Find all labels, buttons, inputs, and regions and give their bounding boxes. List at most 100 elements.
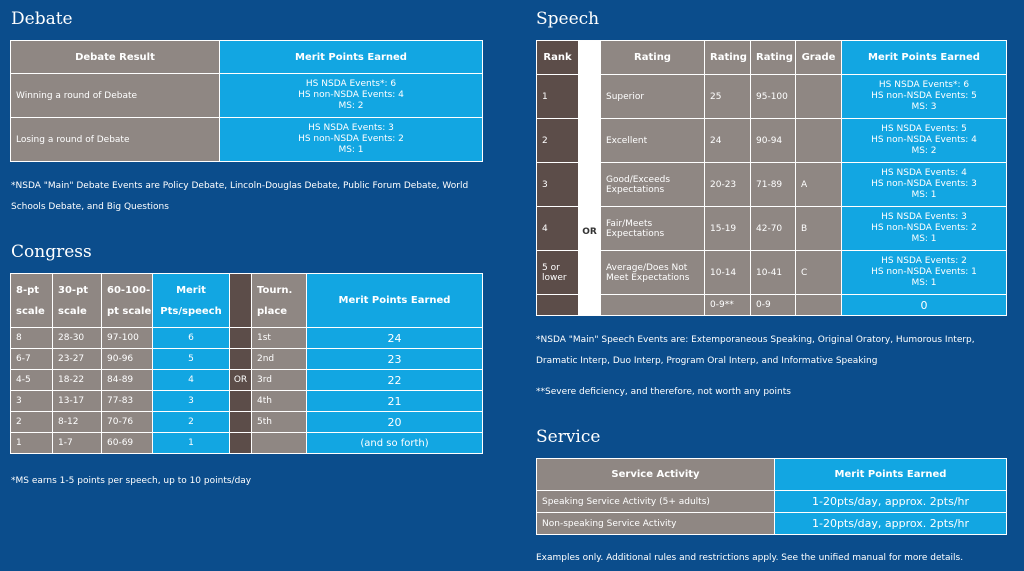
congress-cell: 1 [10, 432, 53, 454]
congress-cell: 84-89 [101, 369, 153, 391]
speech-cell: 0-9 [750, 294, 796, 316]
table-row: Winning a round of Debate HS NSDA Events… [10, 73, 483, 118]
congress-points-cell: (and so forth) [306, 432, 483, 454]
congress-cell: 3rd [251, 369, 307, 391]
speech-title: Speech [536, 9, 600, 29]
speech-note-deficiency: **Severe deficiency, and therefore, not … [536, 387, 791, 397]
congress-points-cell: 21 [306, 390, 483, 412]
speech-grade-cell: C [795, 250, 842, 295]
debate-result-cell: Losing a round of Debate [10, 117, 220, 162]
congress-cell: 4 [152, 369, 230, 391]
speech-points-cell: HS NSDA Events: 2 HS non-NSDA Events: 1 MS… [841, 250, 1007, 295]
debate-title: Debate [11, 9, 73, 29]
speech-rank-cell: 1 [536, 74, 579, 119]
speech-grade-cell [795, 118, 842, 163]
service-table: Service Activity Merit Points Earned Spe… [536, 458, 1007, 535]
speech-rating-cell: Good/Exceeds Expectations [600, 162, 705, 207]
congress-cell: 4-5 [10, 369, 53, 391]
congress-header-points: Merit Points Earned [306, 273, 483, 328]
table-row: Speaking Service Activity (5+ adults) 1-… [536, 490, 1007, 513]
service-header-activity: Service Activity [536, 458, 775, 491]
speech-header-rating-100: Rating [750, 40, 796, 75]
table-row: 4 Fair/Meets Expectations 15-19 42-70 B … [536, 206, 1007, 251]
congress-cell: 6 [152, 327, 230, 349]
congress-cell: 97-100 [101, 327, 153, 349]
speech-cell: 24 [704, 118, 751, 163]
congress-cell: 6-7 [10, 348, 53, 370]
debate-note: *NSDA "Main" Debate Events are Policy De… [11, 181, 469, 212]
speech-cell: 10-41 [750, 250, 796, 295]
congress-cell: 8-12 [52, 411, 102, 433]
table-row: Non-speaking Service Activity 1-20pts/da… [536, 512, 1007, 535]
congress-or-column-header [229, 273, 252, 328]
congress-cell: 8 [10, 327, 53, 349]
table-row: Losing a round of Debate HS NSDA Events:… [10, 117, 483, 162]
speech-rank-cell [536, 294, 579, 316]
congress-cell: 60-69 [101, 432, 153, 454]
table-row: 5 or lower Average/Does Not Meet Expecta… [536, 250, 1007, 295]
debate-header-points: Merit Points Earned [219, 40, 483, 74]
congress-points-cell: 24 [306, 327, 483, 349]
congress-or-cell [229, 432, 252, 454]
table-row: 0-9** 0-9 0 [536, 294, 1007, 316]
speech-cell: 71-89 [750, 162, 796, 207]
congress-cell: 2 [152, 411, 230, 433]
debate-table: Debate Result Merit Points Earned Winnin… [10, 40, 483, 162]
table-row: 2 8-12 70-76 2 5th 20 [10, 411, 483, 433]
congress-points-cell: 22 [306, 369, 483, 391]
congress-cell: 1st [251, 327, 307, 349]
speech-grade-cell [795, 294, 842, 316]
speech-rating-cell [600, 294, 705, 316]
speech-cell: 0-9** [704, 294, 751, 316]
congress-cell: 2nd [251, 348, 307, 370]
speech-header-rank: Rank [536, 40, 579, 75]
debate-result-cell: Winning a round of Debate [10, 73, 220, 118]
speech-grade-cell: B [795, 206, 842, 251]
congress-cell: 5th [251, 411, 307, 433]
congress-points-cell: 23 [306, 348, 483, 370]
congress-header-merit-per-speech: Merit Pts/speech [152, 273, 230, 328]
speech-points-cell: HS NSDA Events: 4 HS non-NSDA Events: 3 MS… [841, 162, 1007, 207]
congress-cell: 28-30 [52, 327, 102, 349]
speech-header-points: Merit Points Earned [841, 40, 1007, 75]
congress-or-cell [229, 411, 252, 433]
service-points-cell: 1-20pts/day, approx. 2pts/hr [774, 512, 1007, 535]
speech-rating-cell: Average/Does Not Meet Expectations [600, 250, 705, 295]
congress-or-cell [229, 327, 252, 349]
service-header-points: Merit Points Earned [774, 458, 1007, 491]
speech-points-cell: 0 [841, 294, 1007, 316]
speech-cell: 95-100 [750, 74, 796, 119]
congress-cell: 1-7 [52, 432, 102, 454]
debate-points-cell: HS NSDA Events*: 6 HS non-NSDA Events: 4… [219, 73, 483, 118]
speech-or-column: OR [578, 40, 601, 316]
congress-points-cell: 20 [306, 411, 483, 433]
speech-cell: 42-70 [750, 206, 796, 251]
congress-cell: 5 [152, 348, 230, 370]
speech-cell: 25 [704, 74, 751, 119]
speech-rating-cell: Excellent [600, 118, 705, 163]
table-row: 3 Good/Exceeds Expectations 20-23 71-89 … [536, 162, 1007, 207]
speech-header-grade: Grade [795, 40, 842, 75]
service-title: Service [536, 427, 601, 447]
speech-cell: 20-23 [704, 162, 751, 207]
table-row: 1 1-7 60-69 1 (and so forth) [10, 432, 483, 454]
congress-cell: 23-27 [52, 348, 102, 370]
congress-table: 8-pt scale 30-pt scale 60-100- pt scale Mer… [10, 273, 483, 454]
speech-cell: 10-14 [704, 250, 751, 295]
congress-header-8pt: 8-pt scale [10, 273, 53, 328]
speech-grade-cell: A [795, 162, 842, 207]
congress-cell: 4th [251, 390, 307, 412]
congress-cell [251, 432, 307, 454]
speech-note-main-events: *NSDA "Main" Speech Events are: Extempor… [536, 335, 975, 366]
congress-or-cell [229, 348, 252, 370]
speech-grade-cell [795, 74, 842, 119]
congress-cell: 90-96 [101, 348, 153, 370]
congress-cell: 70-76 [101, 411, 153, 433]
debate-points-cell: HS NSDA Events: 3 HS non-NSDA Events: 2 … [219, 117, 483, 162]
congress-note: *MS earns 1-5 points per speech, up to 1… [11, 476, 252, 486]
congress-or-cell [229, 390, 252, 412]
speech-points-cell: HS NSDA Events: 3 HS non-NSDA Events: 2 MS… [841, 206, 1007, 251]
speech-rank-cell: 3 [536, 162, 579, 207]
